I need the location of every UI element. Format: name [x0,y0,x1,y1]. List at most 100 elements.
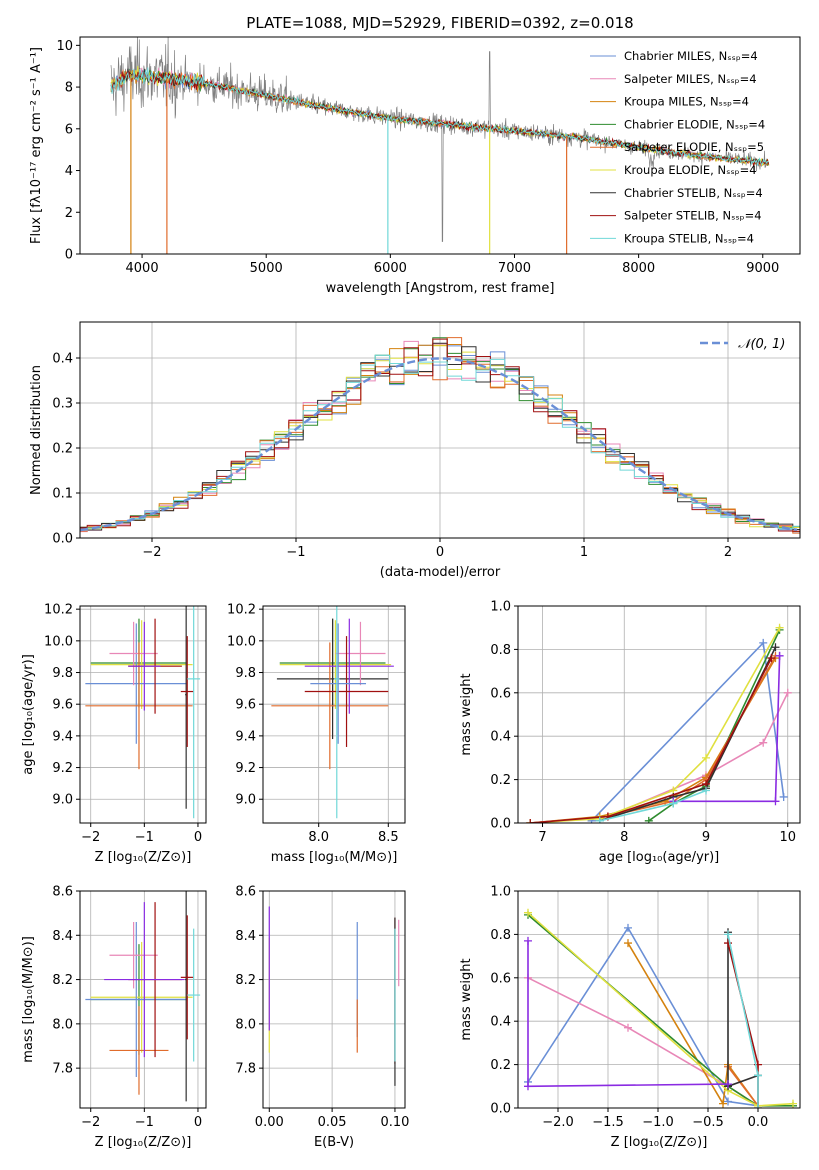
age-vs-mass-panel: 8.0 8.5 9.0 9.2 9.4 9.6 9.8 10.0 10.2 mass [log₁₀… [227,603,406,865]
axes-frame [79,605,207,824]
plus-marker [526,819,535,823]
y-tick-label: 0.0 [52,532,73,547]
mass-weight-line [727,942,759,1108]
plus-marker [669,799,678,808]
x-tick-label: 0.05 [318,1115,347,1130]
legend-label: Salpeter MILES, Nₛₛₚ=4 [624,72,757,86]
plus-marker [595,816,604,823]
plus-marker [759,638,768,647]
y-tick-label: 0.6 [490,686,511,701]
plus-marker [775,623,784,632]
y-tick-label: 1.0 [490,600,511,615]
axes-frame [517,605,801,824]
y-tick-label: 9.2 [52,761,73,776]
plus-marker [783,688,792,697]
mass-weight-line [648,629,781,822]
mass-weight-line [527,926,759,1107]
x-tick-label: 0.0 [748,1115,769,1130]
plus-marker [754,1071,762,1080]
age-vs-metallicity-panel: −2 −1 0 9.0 9.2 9.4 9.6 9.8 10.0 10.2 Z [log₁₀(Z/Z… [21,603,207,865]
y-tick-label: 10.0 [44,634,73,649]
y-tick-label: 9.4 [235,729,256,744]
y-tick-label: 8.4 [52,929,73,944]
plot-area [110,37,770,254]
legend-label: Kroupa MILES, Nₛₛₚ=4 [624,95,749,109]
massweight-vs-metallicity-panel: −2.0 −1.5 −1.0 −0.5 0.0 0.0 0.2 0.4 0.6 0.8 1.0 Z [… [459,885,801,1150]
legend-label: Chabrier ELODIE, Nₛₛₚ=4 [624,117,765,131]
mass-weight-line [527,912,794,1107]
mass-weight-line [530,657,773,823]
y-tick-label: 4 [65,164,73,179]
x-tick-label: −1 [135,1115,154,1130]
y-tick-label: 0.2 [490,1058,511,1073]
x-tick-label: 9000 [746,261,779,276]
y-axis-label: mass weight [459,673,474,755]
y-tick-label: 9.6 [52,698,73,713]
x-tick-label: −2.0 [542,1115,574,1130]
x-tick-label: 6000 [374,261,407,276]
x-tick-label: −1 [286,545,305,560]
x-tick-label: −1 [135,830,154,845]
y-tick-label: 8.2 [235,973,256,988]
mass-vs-ebv-panel: 0.00 0.05 0.10 7.8 8.0 8.2 8.4 8.6 E(B-V) [235,885,409,1151]
plus-marker [624,939,632,948]
x-tick-label: 8 [620,830,628,845]
y-axis-label: Normed distribution [29,365,44,495]
chart-title: PLATE=1088, MJD=52929, FIBERID=0392, z=0… [246,14,633,32]
y-axis-label: mass weight [459,958,474,1040]
plus-marker [789,1099,797,1108]
y-tick-label: 0.4 [490,1015,511,1030]
axes-frame [79,36,801,255]
plot-area [524,908,797,1108]
residuals-panel: 𝒩(0, 1) −2 −1 0 1 2 0.0 0.1 0.2 0.3 0.4 (data-model… [29,321,801,580]
plus-marker [724,1097,732,1106]
plus-marker [724,930,732,939]
plus-marker [754,1104,762,1108]
y-tick-label: 0.4 [490,730,511,745]
y-axis-label: mass [log₁₀(M/M⊙)] [21,936,36,1063]
x-tick-label: −2 [142,545,161,560]
y-tick-label: 6 [65,122,73,137]
x-tick-label: 7 [538,830,546,845]
y-tick-label: 0.8 [490,643,511,658]
y-axis-label: age [log₁₀(age/yr)] [21,654,36,775]
x-tick-label: 0 [436,545,444,560]
x-tick-label: 5000 [250,261,283,276]
x-tick-label: 0.00 [255,1115,284,1130]
plot-area [271,606,394,819]
plus-marker [702,786,710,795]
x-axis-label: (data-model)/error [380,565,501,580]
plus-marker [771,643,780,652]
spectrum-panel: PLATE=1088, MJD=52929, FIBERID=0392, z=0… [29,14,801,296]
axes-frame [517,890,801,1109]
x-tick-label: 8.0 [308,830,329,845]
x-tick-label: −1.5 [592,1115,624,1130]
mass-weight-line [530,627,781,823]
y-tick-label: 8.0 [52,1017,73,1032]
y-tick-label: 10.0 [227,634,256,649]
x-tick-label: 0 [194,1115,202,1130]
y-tick-label: 9.8 [235,666,256,681]
plus-marker [702,753,710,762]
plot-area [85,891,201,1102]
x-axis-label: Z [log₁₀(Z/Z⊙)] [95,1135,192,1150]
plus-marker [524,908,532,917]
y-tick-label: 9.2 [235,761,256,776]
plus-marker [759,738,768,747]
x-axis-label: Z [log₁₀(Z/Z⊙)] [95,850,192,865]
legend-label: 𝒩(0, 1) [738,337,785,352]
y-tick-label: 8.6 [235,885,256,900]
plus-marker [624,1023,632,1032]
plus-marker [724,939,732,948]
y-tick-label: 0.0 [490,817,511,832]
x-tick-label: −2 [81,1115,100,1130]
mass-weight-line [727,1066,759,1107]
y-tick-label: 10 [56,39,73,54]
y-tick-label: 0 [65,248,73,263]
y-tick-label: 9.6 [235,698,256,713]
y-tick-label: 2 [65,206,73,221]
y-axis-label: Flux [fλ10⁻¹⁷ erg cm⁻² s⁻¹ A⁻¹] [29,47,44,244]
x-axis-label: E(B-V) [314,1135,354,1150]
y-tick-label: 9.0 [52,793,73,808]
x-tick-label: −1.0 [642,1115,674,1130]
